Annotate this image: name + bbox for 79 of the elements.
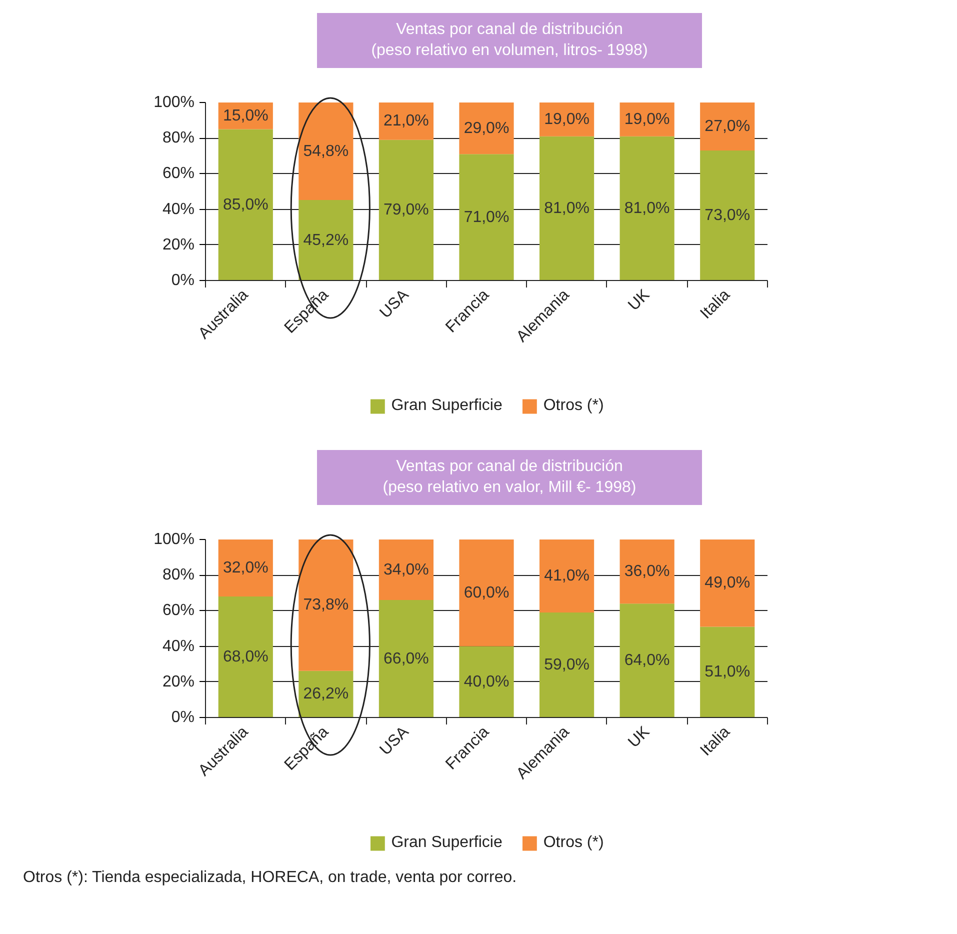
data-label: 41,0% <box>544 567 590 584</box>
bar <box>700 540 755 627</box>
x-tick-label: Italia <box>697 723 734 760</box>
data-label: 19,0% <box>624 110 670 128</box>
bar <box>539 540 594 612</box>
data-label: 21,0% <box>384 112 429 130</box>
y-tick-label: 0% <box>171 709 194 726</box>
data-label: 85,0% <box>222 196 268 214</box>
bar <box>620 136 674 280</box>
data-label: 73,0% <box>704 207 750 224</box>
legend-label: Otros (*) <box>543 397 604 415</box>
y-tick-label: 60% <box>162 602 195 620</box>
bar <box>700 150 755 280</box>
chart-title: Ventas por canal de distribución <box>395 457 624 477</box>
x-tick-label: USA <box>376 286 412 322</box>
y-tick-label: 100% <box>154 94 194 111</box>
bar <box>298 200 354 280</box>
x-tick-label: UK <box>625 286 654 314</box>
bar <box>700 102 755 151</box>
data-label: 15,0% <box>222 107 268 124</box>
data-label: 54,8% <box>303 142 349 160</box>
bar <box>298 102 354 200</box>
data-label: 64,0% <box>624 652 670 670</box>
data-label: 32,0% <box>222 559 268 576</box>
data-label: 79,0% <box>384 202 429 219</box>
bar <box>459 154 514 280</box>
y-tick-label: 40% <box>162 200 195 218</box>
chart-title: Ventas por canal de distribución <box>395 20 624 40</box>
data-label: 19,0% <box>544 110 590 128</box>
bar <box>620 604 674 718</box>
x-tick-label: UK <box>625 723 654 752</box>
data-label: 45,2% <box>303 232 349 249</box>
data-label: 36,0% <box>624 563 670 580</box>
bar <box>218 129 273 280</box>
bar <box>459 102 514 154</box>
data-label: 27,0% <box>704 118 750 136</box>
bar <box>378 102 434 140</box>
bar <box>620 540 674 604</box>
chart-subtitle: (peso relativo en volumen, litros- 1998) <box>370 41 649 61</box>
bar <box>700 626 755 718</box>
data-label: 66,0% <box>384 650 429 668</box>
data-label: 73,8% <box>303 596 349 614</box>
data-label: 51,0% <box>704 664 750 681</box>
y-tick-label: 40% <box>162 638 195 655</box>
bar <box>378 140 434 280</box>
data-label: 26,2% <box>303 686 349 703</box>
y-tick-label: 20% <box>162 673 195 690</box>
data-label: 49,0% <box>704 574 750 592</box>
bar <box>218 596 273 718</box>
data-label: 29,0% <box>464 120 510 137</box>
bar <box>378 600 434 718</box>
text: Otros (*): Tienda especializada, HORECA, on trade, venta por correo. <box>23 868 517 888</box>
bar <box>459 646 514 718</box>
bar <box>218 540 273 596</box>
x-tick-label: Italia <box>697 286 734 322</box>
y-tick-label: 60% <box>162 165 195 182</box>
data-label: 34,0% <box>384 561 429 578</box>
bar <box>378 540 434 600</box>
legend-label: Otros (*) <box>543 834 604 852</box>
data-label: 60,0% <box>464 584 510 602</box>
y-tick-label: 80% <box>162 566 195 584</box>
chart-subtitle: (peso relativo en valor, Mill €- 1998) <box>382 478 638 498</box>
y-tick-label: 100% <box>154 531 194 548</box>
data-label: 40,0% <box>464 673 510 690</box>
data-label: 71,0% <box>464 208 510 226</box>
y-tick-label: 20% <box>162 236 195 254</box>
x-tick-label: USA <box>376 723 412 759</box>
data-label: 81,0% <box>624 200 670 217</box>
y-tick-label: 80% <box>162 130 195 147</box>
bar <box>298 540 354 671</box>
bar <box>539 612 594 718</box>
legend-label: Gran Superficie <box>391 397 502 415</box>
y-tick-label: 0% <box>171 272 194 289</box>
legend-label: Gran Superficie <box>391 834 502 852</box>
data-label: 68,0% <box>222 648 268 666</box>
bar <box>459 540 514 646</box>
data-label: 59,0% <box>544 656 590 674</box>
bar <box>539 136 594 280</box>
data-label: 81,0% <box>544 200 590 217</box>
